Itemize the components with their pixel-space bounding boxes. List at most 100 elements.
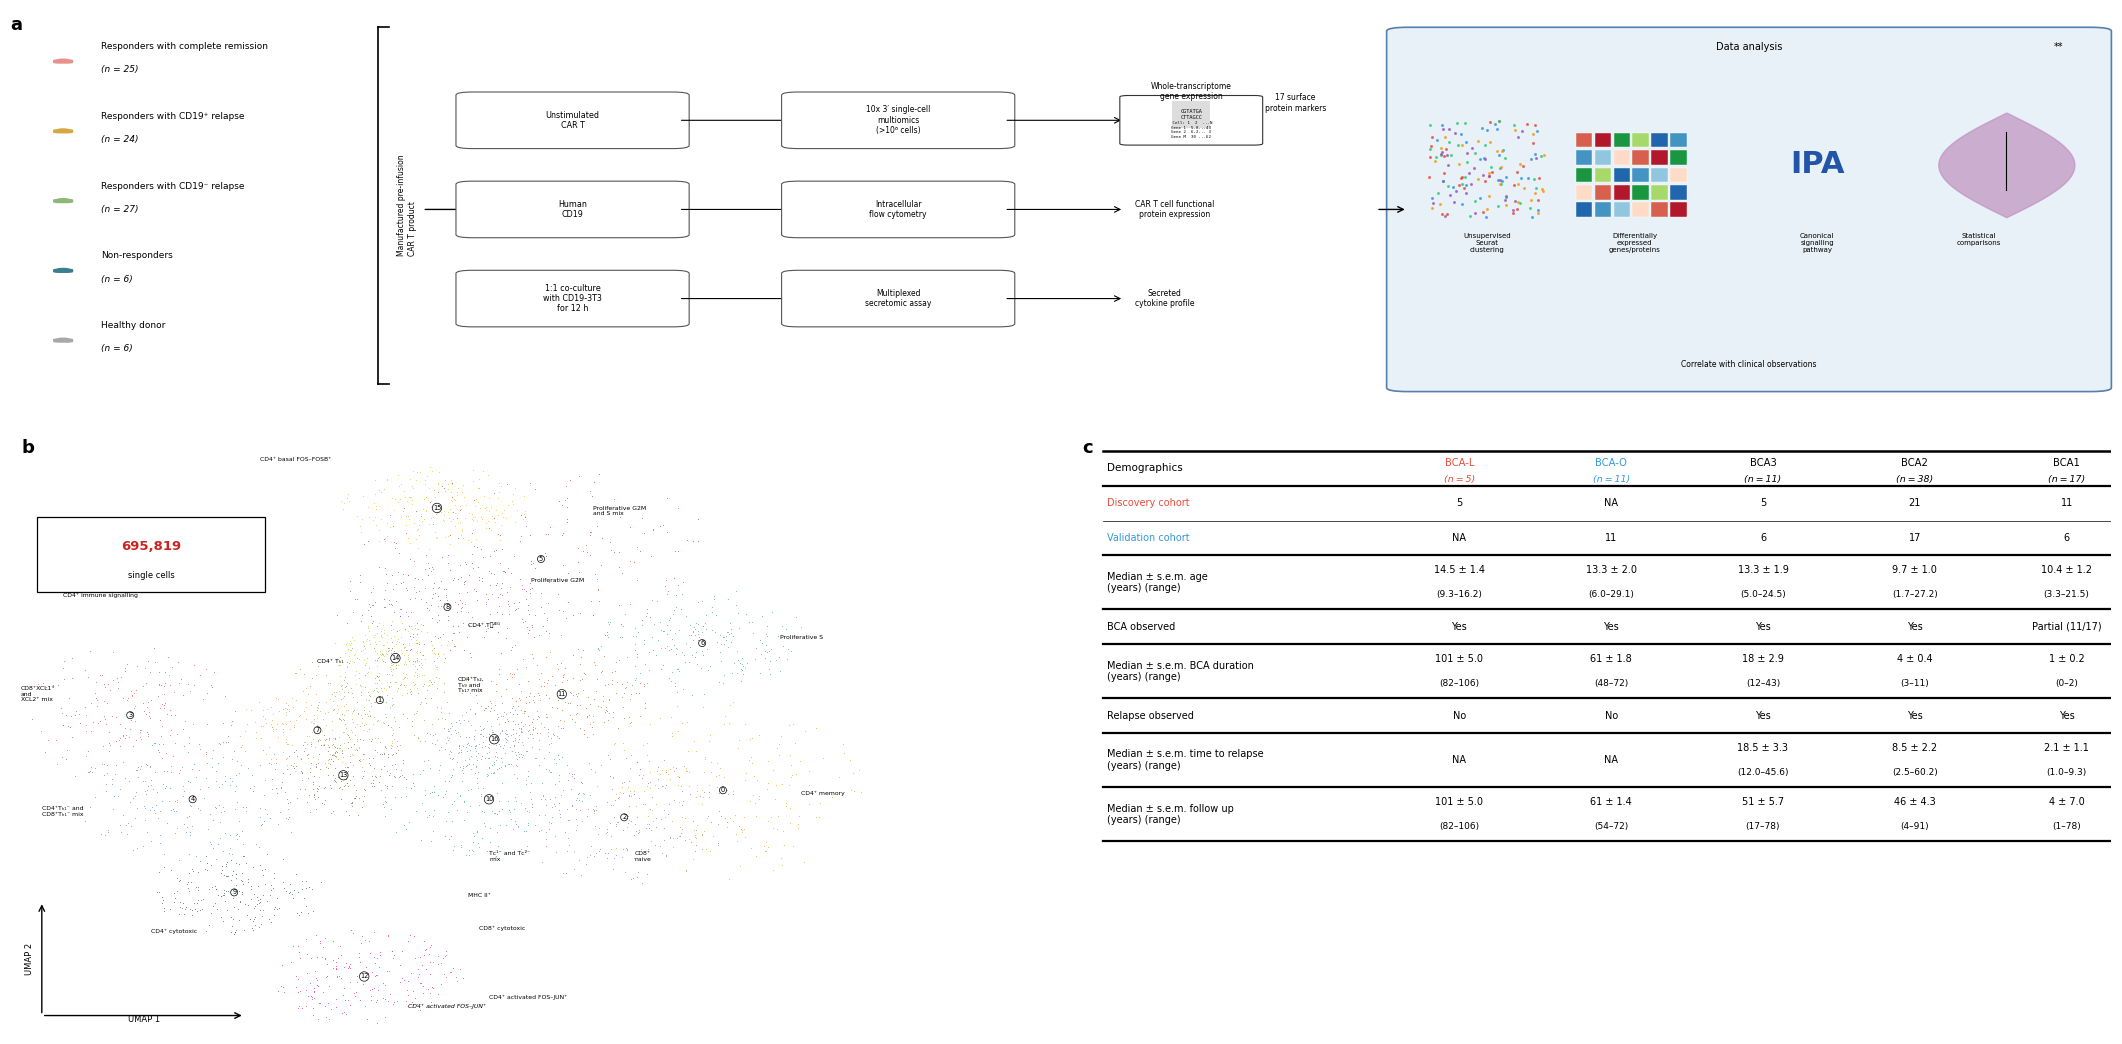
- Point: [373, 764, 407, 781]
- Point: [522, 685, 556, 702]
- Point: [482, 760, 516, 777]
- Point: [465, 541, 499, 557]
- Point: [407, 500, 441, 517]
- Point: [289, 693, 323, 710]
- Point: [666, 681, 700, 697]
- Point: [320, 701, 354, 717]
- Point: [191, 881, 225, 898]
- Point: [662, 543, 696, 560]
- Point: [533, 743, 567, 760]
- Point: [577, 804, 611, 821]
- Point: [454, 511, 488, 527]
- Point: [418, 674, 452, 691]
- Point: [365, 647, 399, 664]
- Point: [471, 620, 505, 637]
- Point: [403, 694, 437, 711]
- Point: [1458, 205, 1492, 221]
- Point: [376, 757, 410, 774]
- Point: [448, 812, 482, 829]
- Point: [280, 938, 314, 954]
- Point: [259, 899, 293, 916]
- Point: [325, 742, 359, 759]
- Point: [414, 954, 448, 971]
- Point: [806, 750, 840, 766]
- Point: [269, 761, 303, 778]
- Point: [497, 720, 530, 737]
- Point: [556, 687, 590, 704]
- Text: 61 ± 1.4: 61 ± 1.4: [1589, 798, 1632, 807]
- Point: [318, 744, 352, 761]
- Point: [482, 474, 516, 491]
- Point: [1517, 185, 1551, 201]
- Point: [741, 788, 775, 805]
- Point: [329, 678, 363, 694]
- Point: [734, 614, 768, 631]
- Point: [229, 803, 263, 820]
- Point: [401, 665, 435, 682]
- Point: [626, 737, 660, 754]
- Point: [473, 576, 507, 593]
- Point: [333, 492, 367, 508]
- Point: [573, 846, 607, 862]
- Point: [501, 818, 535, 835]
- Point: [327, 687, 361, 704]
- Point: [263, 899, 297, 916]
- Point: [547, 824, 581, 840]
- Point: [397, 990, 431, 1006]
- Point: [289, 680, 323, 696]
- Point: [516, 714, 550, 731]
- Point: [373, 801, 407, 817]
- Point: [293, 763, 327, 780]
- Point: [543, 719, 577, 736]
- Point: [456, 843, 490, 859]
- Point: [662, 828, 696, 845]
- Point: [439, 784, 473, 801]
- Point: [318, 739, 352, 756]
- Point: [125, 773, 159, 789]
- Point: [431, 480, 465, 497]
- Point: [376, 727, 410, 743]
- Point: [257, 864, 291, 881]
- Point: [238, 713, 272, 730]
- Point: [766, 856, 800, 873]
- Point: [777, 716, 811, 733]
- Point: [1445, 170, 1479, 187]
- Point: [834, 781, 868, 798]
- Point: [212, 845, 246, 861]
- Point: [671, 742, 705, 759]
- Point: [127, 783, 161, 800]
- Point: [104, 668, 138, 685]
- Point: [342, 807, 376, 824]
- Point: [545, 669, 579, 686]
- Point: [499, 637, 533, 654]
- Point: [420, 680, 454, 696]
- Point: [736, 624, 770, 641]
- Point: [289, 698, 323, 715]
- Point: [543, 711, 577, 728]
- Point: [624, 761, 658, 778]
- Point: [469, 729, 503, 745]
- Point: [516, 691, 550, 708]
- Point: [91, 723, 125, 740]
- Point: [446, 595, 480, 612]
- Point: [509, 742, 543, 759]
- Point: [95, 770, 129, 787]
- FancyBboxPatch shape: [781, 182, 1014, 238]
- Point: [677, 648, 711, 665]
- Point: [673, 831, 707, 848]
- Point: [649, 764, 683, 781]
- Text: 10: 10: [484, 797, 492, 802]
- Point: [269, 736, 303, 753]
- Point: [314, 779, 348, 796]
- Point: [435, 760, 469, 777]
- Point: [690, 640, 724, 657]
- Point: [301, 788, 335, 805]
- Text: Yes: Yes: [1451, 622, 1466, 632]
- Point: [410, 468, 443, 484]
- Point: [314, 1000, 348, 1017]
- Point: [376, 695, 410, 712]
- Point: [594, 671, 628, 688]
- Point: [473, 717, 507, 734]
- Point: [144, 695, 178, 712]
- Point: [337, 603, 371, 620]
